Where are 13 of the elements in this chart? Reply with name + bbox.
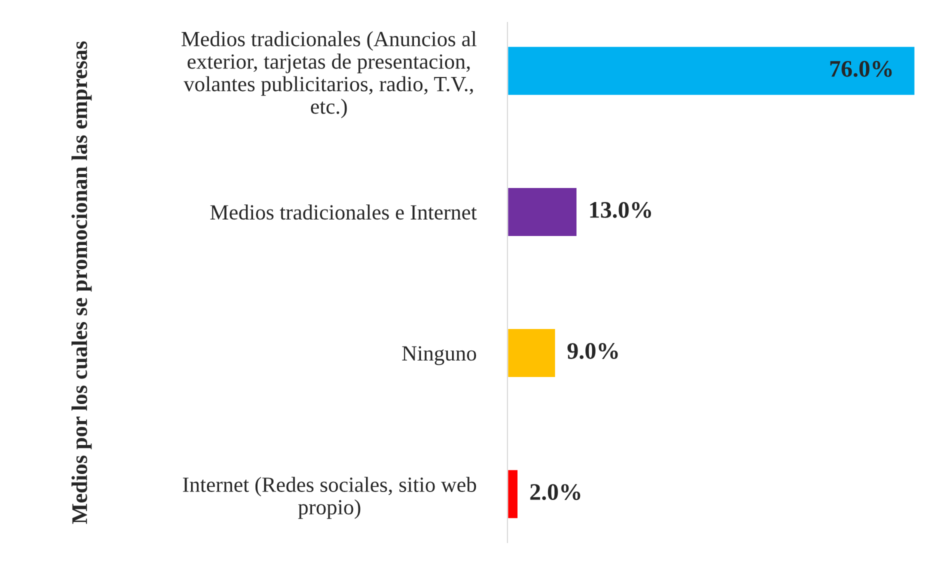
y-tick-label: Medios tradicionales e Internet — [210, 204, 477, 220]
bar — [507, 468, 519, 520]
bar — [507, 46, 916, 96]
y-tick-label: Ninguno — [402, 346, 476, 366]
data-label: 76.0% — [830, 60, 892, 77]
data-label: 9.0% — [567, 343, 618, 360]
y-tick-label: Medios tradicionales (Anuncios al exterior, tarjetas de presentacion, volantes publicitarios, radio, T.V., etc.) — [182, 31, 476, 118]
data-label: 2.0% — [530, 484, 580, 500]
bar — [507, 328, 556, 378]
bar — [507, 186, 578, 238]
y-tick-label: Internet (Redes sociales, sitio web propio) — [182, 476, 476, 519]
y-axis-title: Medios por los cuales se promocionan las empresas — [72, 41, 92, 524]
data-label: 13.0% — [590, 202, 652, 218]
